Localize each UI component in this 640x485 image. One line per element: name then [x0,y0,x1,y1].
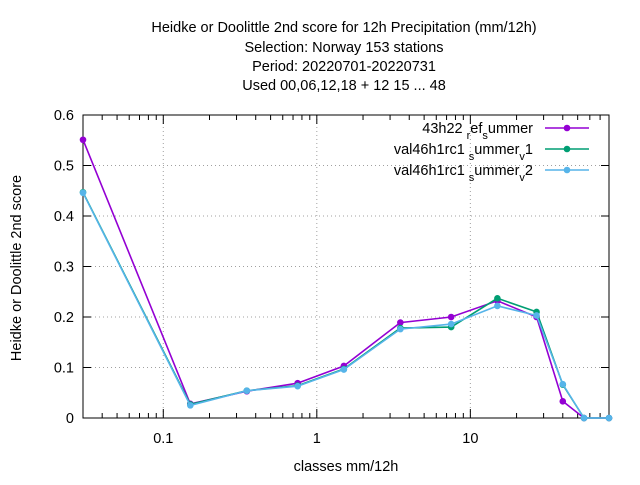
y-tick-label: 0.4 [54,209,74,225]
legend-item-2: val46h1rc1 summerv1 [394,142,589,163]
data-point [580,414,588,422]
y-tick-label: 0.6 [54,108,74,124]
y-tick-label: 0.3 [54,260,74,276]
data-point [243,387,251,395]
data-point [340,366,348,373]
data-point [559,380,567,388]
data-point [605,414,613,422]
title-line-3: Period: 20220701-20220731 [252,59,436,75]
y-tick-label: 0.2 [54,310,74,326]
axes: 0 0.1 0.2 0.3 0.4 0.5 0.6 0.1 1 10 [54,108,610,447]
legend-swatch-marker [563,145,571,153]
data-point [294,382,301,390]
grid-lines [83,115,609,418]
chart-title: Heidke or Doolittle 2nd score for 12h Pr… [151,20,536,94]
y-tick-label: 0.5 [54,159,74,175]
legend-swatch-marker [563,124,571,132]
y-axis-label: Heidke or Doolittle 2nd score [9,175,25,361]
legend-item-1: 43h22 refsummer [422,121,589,142]
series-2 [79,188,613,422]
series-layer [79,136,613,422]
series-3 [79,189,613,422]
data-point [79,189,87,197]
x-tick-label: 1 [313,431,321,447]
legend-label: 43h22 refsummer [422,121,533,142]
title-line-4: Used 00,06,12,18 + 12 15 ... 48 [242,78,446,94]
data-point [397,319,404,326]
series-line [82,191,609,419]
title-line-1: Heidke or Doolittle 2nd score for 12h Pr… [151,20,536,36]
data-point [447,320,455,328]
legend-label: val46h1rc1 summerv1 [394,142,533,163]
legend-label: val46h1rc1 summerv2 [394,163,533,184]
data-point [397,325,404,333]
y-tick-label: 0 [66,411,74,427]
x-tick-label: 0.1 [153,431,173,447]
y-tick-label: 0.1 [54,361,74,377]
data-point [533,312,540,319]
data-point [447,313,455,321]
series-line [82,139,609,419]
data-point [187,402,194,409]
data-point [494,295,501,302]
data-point [559,398,567,405]
x-axis-label: classes mm/12h [294,459,399,475]
legend-swatch-marker [563,166,571,174]
data-point [79,136,87,144]
x-tick-label: 10 [462,431,478,447]
legend-item-3: val46h1rc1 summerv2 [394,163,589,184]
data-point [494,302,501,310]
plot-frame [82,114,610,419]
series-line [82,192,609,419]
series-1 [79,136,613,422]
title-line-2: Selection: Norway 153 stations [244,40,443,56]
